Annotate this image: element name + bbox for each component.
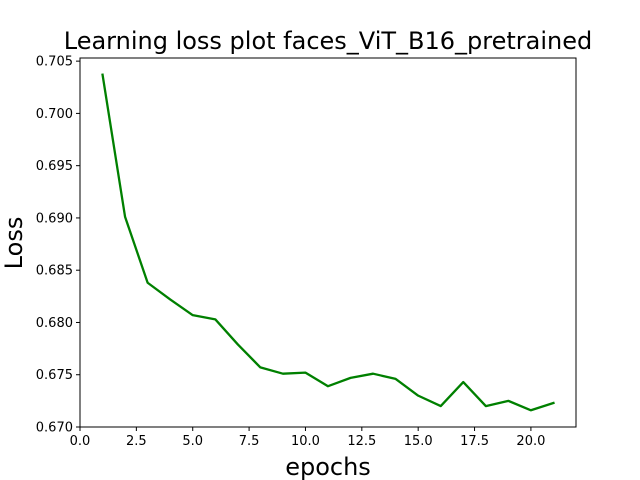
- series-line-0: [101, 73, 555, 412]
- plot-area: [79, 57, 577, 428]
- x-tick-label: 15.0: [404, 434, 433, 449]
- y-axis: 0.670 0.675 0.680 0.685 0.690 0.695 0.700 0.705: [36, 55, 80, 436]
- x-axis: 0.0 2.5 5.0 7.5 10.0 12.5 15.0 17.5 20.0: [70, 427, 545, 449]
- chart-title: Learning loss plot faces_ViT_B16_pretrai…: [64, 27, 592, 55]
- y-tick-label: 0.700: [36, 107, 73, 122]
- y-tick-label: 0.675: [36, 368, 73, 383]
- y-tick-label: 0.690: [36, 211, 73, 226]
- y-tick-label: 0.685: [36, 264, 73, 279]
- x-tick-label: 2.5: [126, 434, 147, 449]
- x-tick-label: 5.0: [182, 434, 203, 449]
- x-tick-label: 20.0: [516, 434, 545, 449]
- x-tick-label: 7.5: [239, 434, 260, 449]
- y-tick-label: 0.670: [36, 421, 73, 436]
- y-axis-label: Loss: [0, 217, 28, 270]
- y-tick-label: 0.705: [36, 55, 73, 70]
- plot-frame: [79, 57, 577, 428]
- y-tick-label: 0.680: [36, 316, 73, 331]
- x-tick-label: 10.0: [291, 434, 320, 449]
- y-tick-label: 0.695: [36, 159, 73, 174]
- x-tick-label: 17.5: [460, 434, 489, 449]
- x-axis-label: epochs: [285, 453, 371, 480]
- x-tick-label: 0.0: [70, 434, 91, 449]
- x-tick-label: 12.5: [347, 434, 376, 449]
